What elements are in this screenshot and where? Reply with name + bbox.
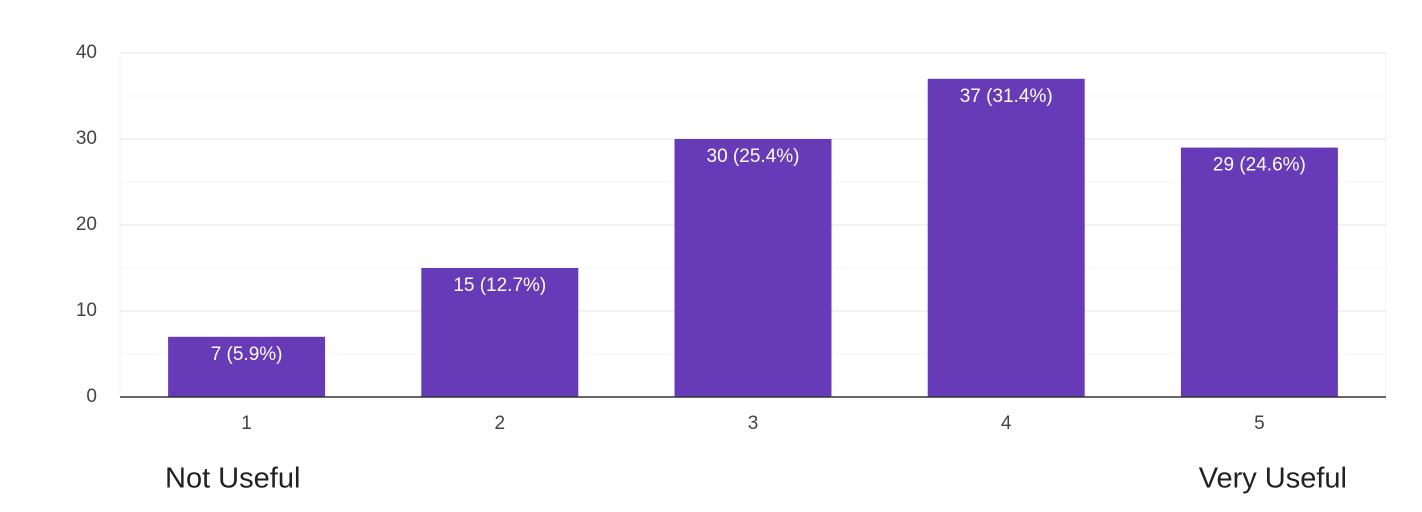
x-tick-label: 1: [241, 413, 252, 434]
bar: [674, 139, 832, 397]
y-tick-label: 20: [76, 214, 97, 235]
data-label: 37 (31.4%): [960, 86, 1053, 107]
x-tick-label: 2: [495, 413, 506, 434]
bar: [927, 78, 1085, 398]
bar: [421, 268, 579, 397]
y-tick-label: 0: [86, 386, 97, 407]
bar: [1180, 147, 1338, 397]
data-label: 29 (24.6%): [1213, 155, 1306, 176]
data-label: 15 (12.7%): [453, 275, 546, 296]
y-tick-label: 40: [76, 42, 97, 63]
y-tick-label: 30: [76, 128, 97, 149]
scale-high-label: Very Useful: [1199, 463, 1347, 495]
data-label: 30 (25.4%): [707, 146, 800, 167]
x-tick-label: 3: [748, 413, 759, 434]
scale-low-label: Not Useful: [165, 463, 300, 495]
data-label: 7 (5.9%): [211, 344, 283, 365]
bar: [168, 336, 326, 397]
x-tick-label: 5: [1254, 413, 1265, 434]
x-tick-label: 4: [1001, 413, 1012, 434]
y-tick-label: 10: [76, 300, 97, 321]
